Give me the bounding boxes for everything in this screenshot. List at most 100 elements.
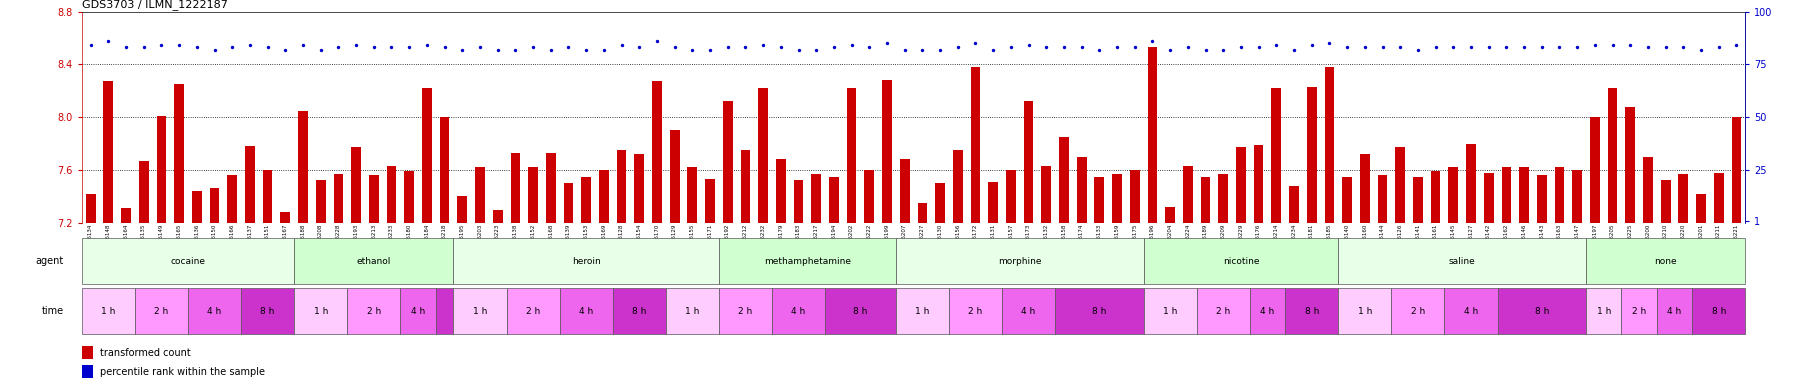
Point <box>1563 44 1593 50</box>
Bar <box>458 196 467 223</box>
Bar <box>1498 288 1585 334</box>
Text: 8 h: 8 h <box>1534 306 1549 316</box>
Point <box>395 44 424 50</box>
Bar <box>896 238 1144 284</box>
Point <box>95 38 124 44</box>
Text: 2 h: 2 h <box>1411 306 1425 316</box>
Text: 2 h: 2 h <box>367 306 382 316</box>
Bar <box>989 182 998 223</box>
Bar <box>1662 180 1671 223</box>
Point <box>235 42 264 48</box>
Text: 2 h: 2 h <box>738 306 753 316</box>
Bar <box>949 288 1002 334</box>
Bar <box>295 288 347 334</box>
Bar <box>794 180 804 223</box>
Bar <box>440 117 449 223</box>
Bar <box>669 130 680 223</box>
Text: 4 h: 4 h <box>1022 306 1036 316</box>
Bar <box>1536 175 1547 223</box>
Point <box>1527 44 1556 50</box>
Bar <box>1643 157 1653 223</box>
Point <box>1545 44 1574 50</box>
Text: 8 h: 8 h <box>633 306 647 316</box>
Bar <box>1445 288 1498 334</box>
Bar <box>1200 177 1211 223</box>
Text: 1 h: 1 h <box>1596 306 1611 316</box>
Point <box>324 44 353 50</box>
Point <box>1333 44 1362 50</box>
Point <box>111 44 140 50</box>
Bar <box>1338 238 1585 284</box>
Bar <box>758 88 767 223</box>
Bar <box>474 167 485 223</box>
Point <box>1120 44 1149 50</box>
Bar <box>1520 167 1529 223</box>
Point <box>1244 44 1273 50</box>
Bar <box>705 179 714 223</box>
Text: agent: agent <box>36 256 64 266</box>
Bar <box>209 189 220 223</box>
Bar <box>1502 167 1511 223</box>
Point <box>907 46 936 53</box>
Bar <box>387 166 396 223</box>
Point <box>431 44 460 50</box>
Text: cocaine: cocaine <box>171 257 205 266</box>
Bar <box>1338 288 1391 334</box>
Text: 2 h: 2 h <box>155 306 169 316</box>
Point <box>484 46 513 53</box>
Point <box>129 44 158 50</box>
Bar <box>1113 174 1122 223</box>
Bar <box>245 146 255 223</box>
Bar <box>1144 288 1196 334</box>
Text: saline: saline <box>1449 257 1476 266</box>
Point <box>1085 46 1114 53</box>
Bar <box>493 210 502 223</box>
Bar <box>1165 207 1174 223</box>
Bar <box>882 80 893 223</box>
Bar <box>1585 288 1622 334</box>
Bar <box>1285 288 1338 334</box>
Text: 8 h: 8 h <box>1093 306 1107 316</box>
Point <box>765 44 794 50</box>
Bar <box>582 177 591 223</box>
Text: 1 h: 1 h <box>102 306 116 316</box>
Bar <box>1396 147 1405 223</box>
Point <box>1314 40 1344 46</box>
Bar <box>1307 87 1316 223</box>
Text: 2 h: 2 h <box>1633 306 1647 316</box>
Bar <box>1573 170 1582 223</box>
Point <box>1209 46 1238 53</box>
Bar <box>740 150 751 223</box>
Point <box>1014 42 1044 48</box>
Bar <box>1360 154 1369 223</box>
Point <box>376 44 405 50</box>
Point <box>271 46 300 53</box>
Text: ethanol: ethanol <box>356 257 391 266</box>
Point <box>1422 44 1451 50</box>
Point <box>836 42 865 48</box>
Point <box>1616 42 1645 48</box>
Bar <box>900 159 909 223</box>
Bar <box>82 365 93 378</box>
Bar <box>896 288 949 334</box>
Bar <box>718 288 773 334</box>
Point <box>749 42 778 48</box>
Point <box>1191 46 1220 53</box>
Text: nicotine: nicotine <box>1224 257 1260 266</box>
Text: 1 h: 1 h <box>473 306 487 316</box>
Point <box>802 46 831 53</box>
Point <box>820 44 849 50</box>
Bar <box>156 116 165 223</box>
Point <box>1049 44 1078 50</box>
Text: 4 h: 4 h <box>791 306 805 316</box>
Point <box>200 46 229 53</box>
Bar <box>864 170 874 223</box>
Bar <box>453 238 718 284</box>
Bar <box>298 111 307 223</box>
Point <box>1173 44 1202 50</box>
Point <box>1351 44 1380 50</box>
Bar <box>1693 288 1745 334</box>
Point <box>1138 38 1167 44</box>
Point <box>925 46 954 53</box>
Text: 1 h: 1 h <box>685 306 700 316</box>
